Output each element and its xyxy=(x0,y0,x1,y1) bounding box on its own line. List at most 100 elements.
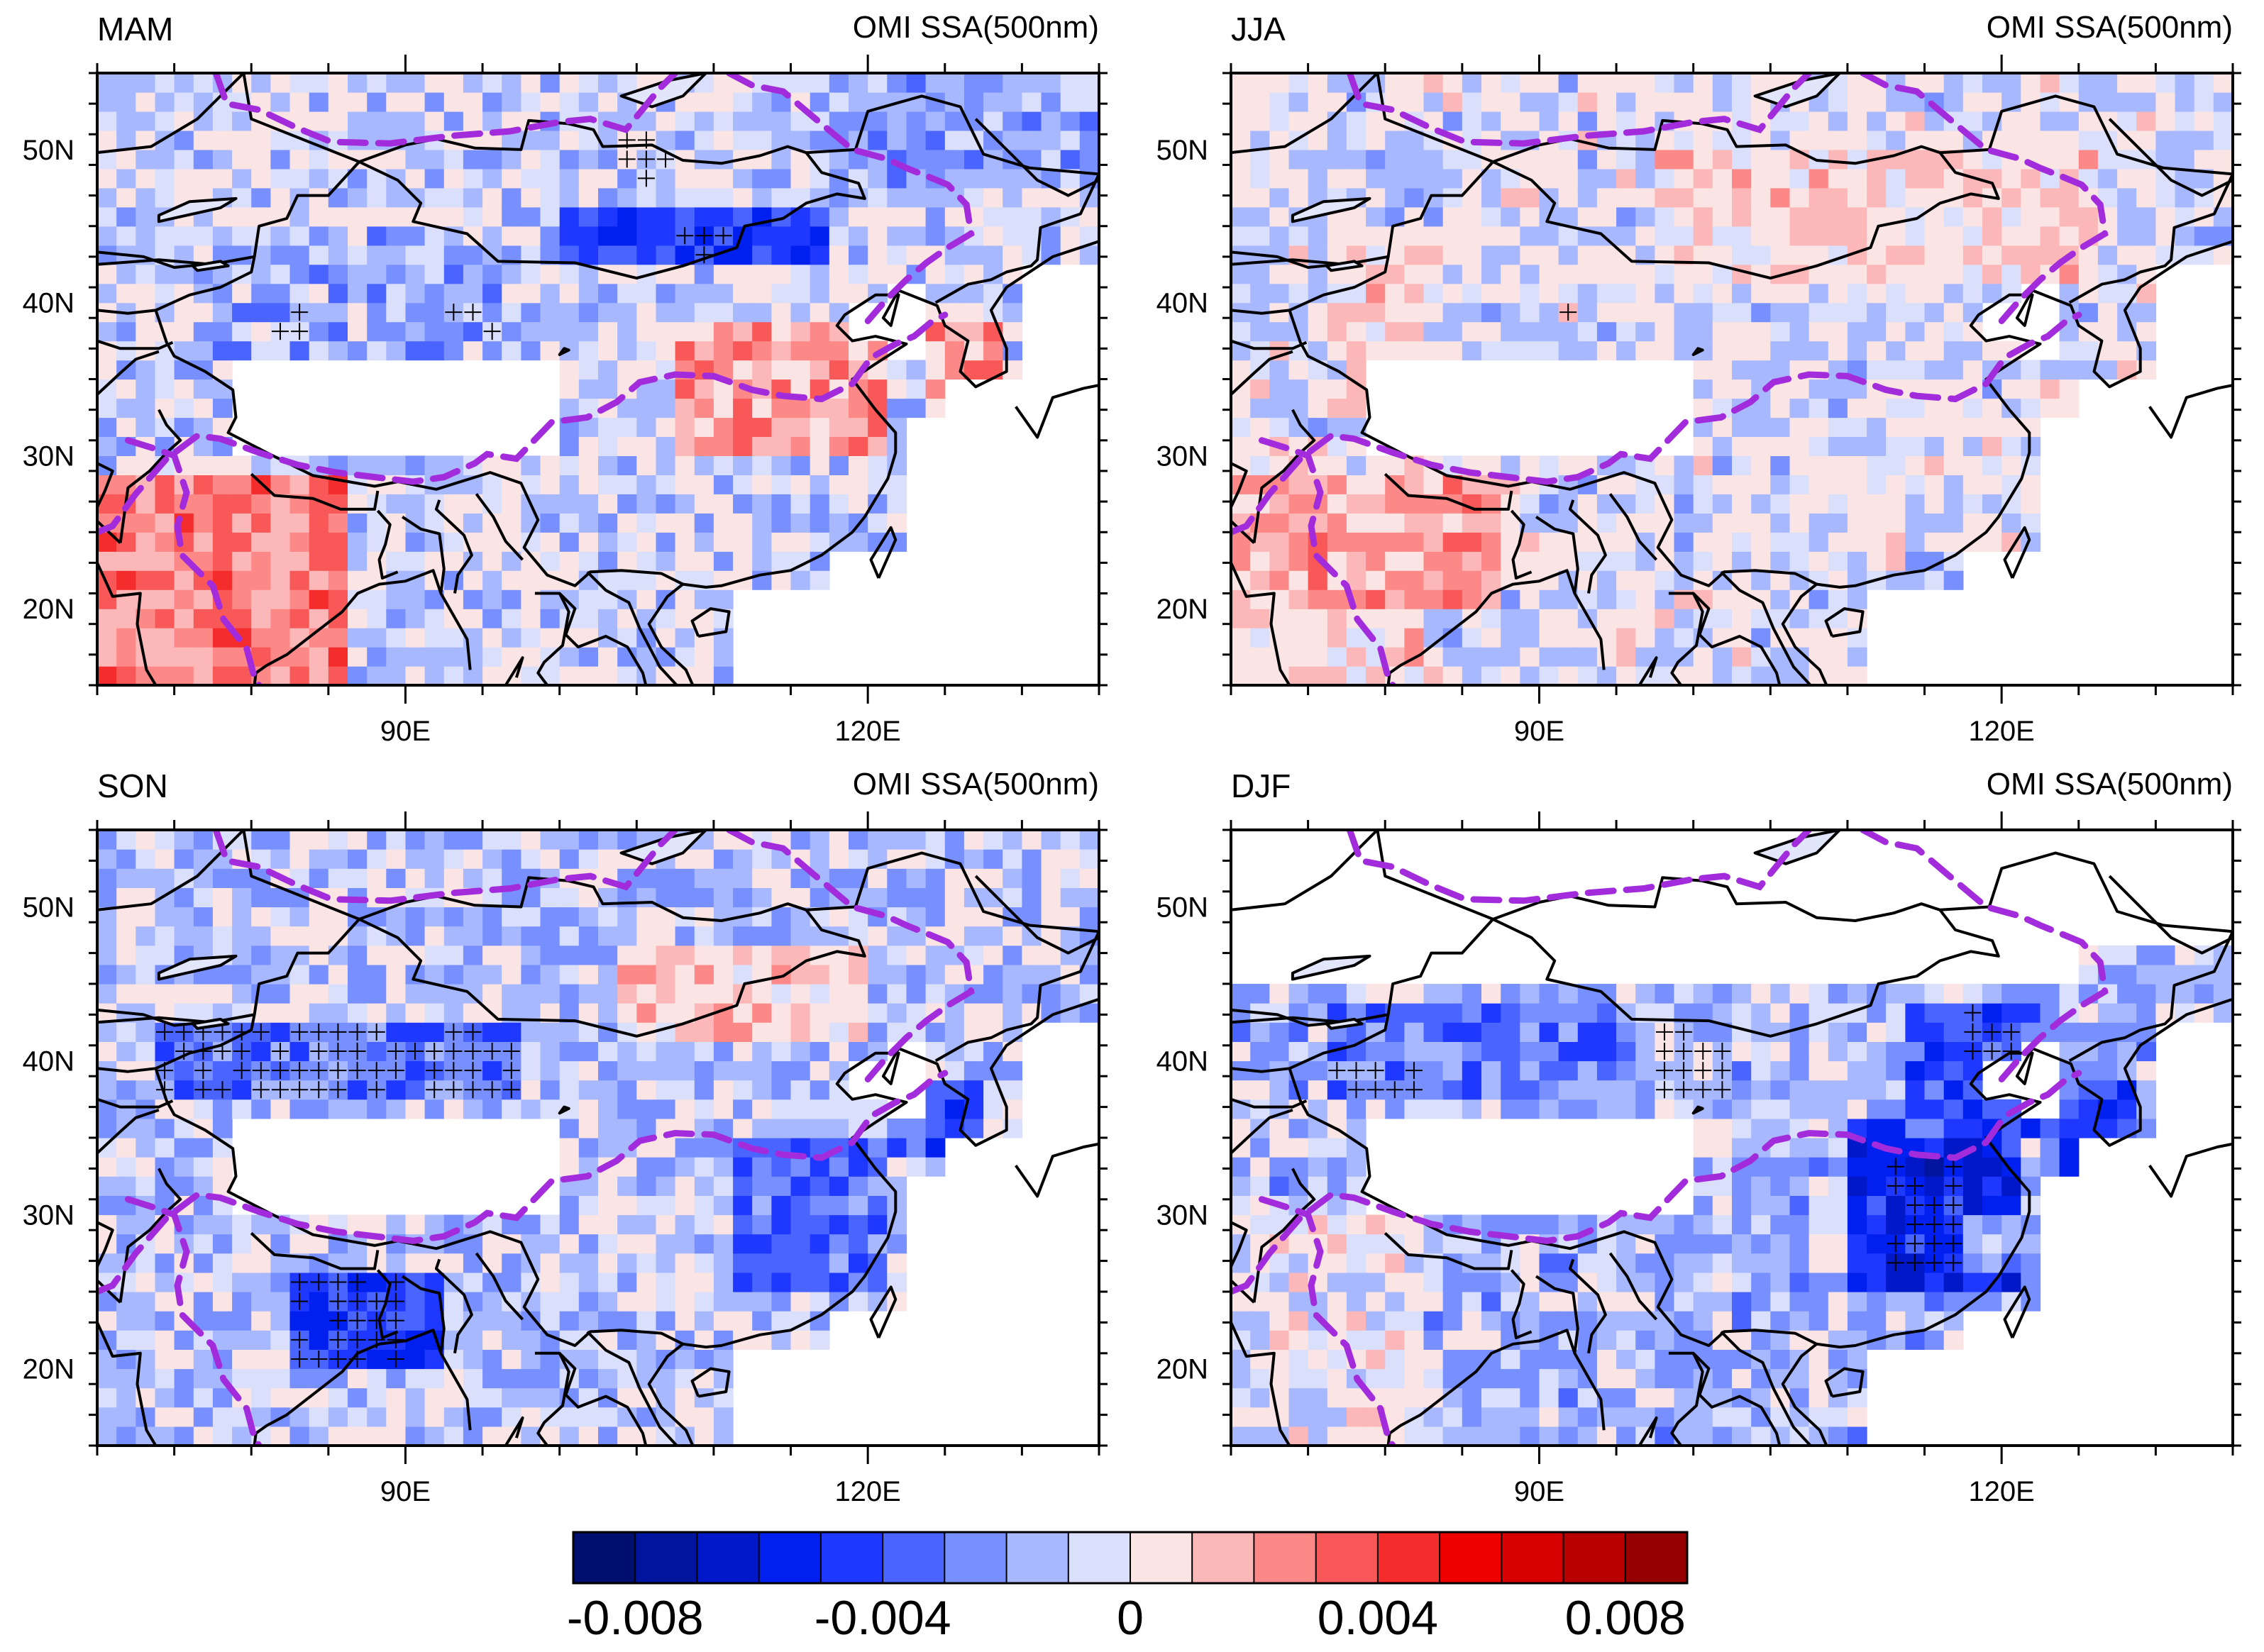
heatmap-cell xyxy=(1674,149,1694,170)
heatmap-cell xyxy=(1789,1176,1810,1196)
heatmap-cell xyxy=(1269,570,1290,590)
heatmap-cell xyxy=(1327,532,1347,552)
heatmap-cell xyxy=(771,1195,792,1216)
significance-mark xyxy=(271,323,289,340)
heatmap-cell xyxy=(1732,73,1752,93)
heatmap-cell xyxy=(2136,92,2156,112)
heatmap-cell xyxy=(1327,226,1347,246)
heatmap-cell xyxy=(810,1214,830,1235)
significance-mark xyxy=(1887,1158,1904,1175)
heatmap-cell xyxy=(810,1234,830,1254)
heatmap-cell xyxy=(155,226,175,246)
heatmap-cell xyxy=(1789,206,1810,227)
heatmap-cell xyxy=(1308,379,1328,399)
heatmap-cell xyxy=(617,532,637,552)
heatmap-cell xyxy=(1558,1387,1579,1408)
heatmap-cell xyxy=(1674,1387,1694,1408)
heatmap-cell xyxy=(116,111,136,131)
heatmap-cell xyxy=(1558,111,1579,131)
heatmap-cell xyxy=(540,513,561,533)
heatmap-cell xyxy=(232,1292,252,1312)
heatmap-cell xyxy=(116,1330,136,1350)
heatmap-cell xyxy=(270,1022,291,1042)
heatmap-cell xyxy=(887,1253,907,1273)
heatmap-cell xyxy=(733,868,753,888)
heatmap-cell xyxy=(656,226,676,246)
heatmap-cell xyxy=(540,984,561,1004)
heatmap-cell xyxy=(1539,245,1559,265)
heatmap-cell xyxy=(136,417,156,437)
heatmap-cell xyxy=(1558,226,1579,246)
heatmap-cell xyxy=(636,513,657,533)
heatmap-cell xyxy=(521,321,541,342)
heatmap-cell xyxy=(1423,1272,1444,1292)
heatmap-cell xyxy=(636,436,657,456)
heatmap-cell xyxy=(270,187,291,208)
heatmap-cell xyxy=(348,1407,368,1427)
heatmap-cell xyxy=(713,475,734,494)
heatmap-cell xyxy=(405,340,426,361)
heatmap-cell xyxy=(752,1099,772,1119)
heatmap-cell xyxy=(1231,130,1251,150)
heatmap-cell xyxy=(1732,360,1752,380)
heatmap-cell xyxy=(752,302,772,323)
heatmap-cell xyxy=(1867,1253,1887,1273)
heatmap-cell xyxy=(829,360,849,380)
heatmap-cell xyxy=(1577,647,1598,667)
significance-mark xyxy=(407,1042,424,1060)
heatmap-cell xyxy=(1404,302,1425,323)
heatmap-cell xyxy=(733,1060,753,1081)
heatmap-cell xyxy=(1558,206,1579,227)
heatmap-cell xyxy=(1481,1272,1501,1292)
heatmap-cell xyxy=(1288,379,1309,399)
heatmap-cell xyxy=(1962,1157,1983,1177)
heatmap-cell xyxy=(1231,283,1251,304)
heatmap-cell xyxy=(1962,455,1983,475)
heatmap-cell xyxy=(636,245,657,265)
lon-tick-label: 90E xyxy=(380,1476,431,1507)
heatmap-cell xyxy=(2021,206,2041,227)
heatmap-cell xyxy=(1577,1387,1598,1408)
heatmap-cell xyxy=(348,226,368,246)
significance-mark xyxy=(714,227,732,245)
heatmap-cell xyxy=(1809,379,1829,399)
significance-mark xyxy=(657,150,675,168)
heatmap-cell xyxy=(386,1099,407,1119)
heatmap-cell xyxy=(1003,264,1022,284)
heatmap-cell xyxy=(636,494,657,514)
heatmap-cell xyxy=(1288,1330,1309,1350)
heatmap-cell xyxy=(636,1060,657,1081)
heatmap-cell xyxy=(1867,475,1887,494)
heatmap-cell xyxy=(578,907,599,927)
heatmap-cell xyxy=(1501,1099,1520,1119)
heatmap-cell xyxy=(1079,149,1099,170)
significance-mark xyxy=(1347,1081,1365,1099)
heatmap-cell xyxy=(367,1099,387,1119)
heatmap-cell xyxy=(1751,73,1771,93)
heatmap-cell xyxy=(656,551,676,571)
heatmap-cell xyxy=(405,830,426,850)
heatmap-cell xyxy=(521,945,541,965)
heatmap-cell xyxy=(829,494,849,514)
heatmap-cell xyxy=(116,551,136,571)
heatmap-cell xyxy=(925,984,946,1004)
heatmap-cell xyxy=(328,666,348,685)
significance-mark xyxy=(637,150,655,168)
heatmap-cell xyxy=(1596,321,1617,342)
heatmap-cell xyxy=(405,1080,426,1100)
heatmap-cell xyxy=(694,1176,714,1196)
heatmap-cell xyxy=(97,1118,117,1138)
heatmap-cell xyxy=(1732,1407,1752,1427)
heatmap-cell xyxy=(1404,532,1425,552)
heatmap-cell xyxy=(136,570,156,590)
heatmap-cell xyxy=(1847,1022,1867,1042)
heatmap-cell xyxy=(1462,340,1482,361)
significance-mark xyxy=(1945,1177,1962,1194)
heatmap-cell xyxy=(983,1099,1003,1119)
heatmap-cell xyxy=(829,1157,849,1177)
heatmap-cell xyxy=(829,849,849,869)
heatmap-cell xyxy=(1462,321,1482,342)
heatmap-cell xyxy=(1404,1368,1425,1389)
heatmap-cell xyxy=(97,226,117,246)
heatmap-cell xyxy=(116,149,136,170)
